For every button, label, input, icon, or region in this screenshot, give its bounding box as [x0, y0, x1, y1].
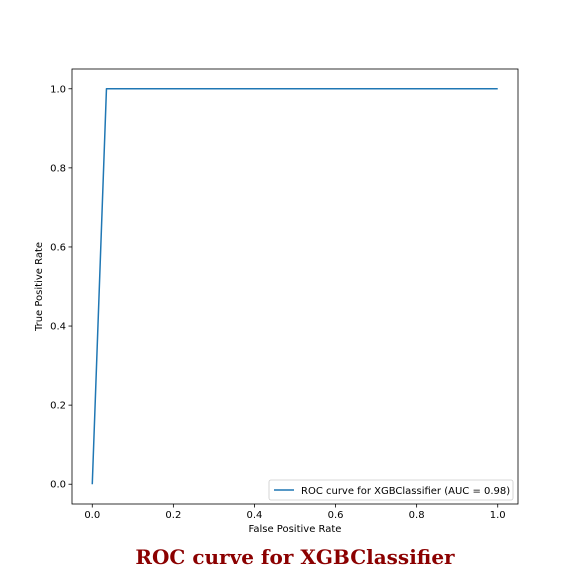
x-axis-label: False Positive Rate	[249, 524, 342, 535]
series-layer	[91, 88, 498, 485]
axis-ticks: 0.0 0.2 0.4 0.6 0.8 1.0 0.0 0.2 0.4 0.6 0.8 1.0	[50, 84, 506, 521]
x-tick-label: 0.2	[165, 510, 181, 521]
figure-caption: ROC curve for XGBClassifier	[135, 545, 455, 569]
legend: ROC curve for XGBClassifier (AUC = 0.98)	[268, 479, 514, 501]
plot-frame	[71, 68, 519, 505]
plot-area	[72, 69, 518, 504]
y-axis-label: True Positive Rate	[34, 242, 45, 332]
roc-curve-line	[91, 88, 498, 485]
x-tick-label: 0.4	[247, 510, 263, 521]
y-tick-label: 1.0	[50, 84, 66, 95]
legend-entry-label: ROC curve for XGBClassifier (AUC = 0.98)	[301, 486, 510, 497]
y-tick-label: 0.4	[50, 322, 66, 333]
x-tick-label: 0.8	[409, 510, 425, 521]
x-tick-label: 0.6	[328, 510, 344, 521]
y-tick-label: 0.2	[50, 401, 66, 412]
x-tick-label: 0.0	[84, 510, 100, 521]
x-tick-label: 1.0	[490, 510, 506, 521]
legend-box	[268, 479, 514, 501]
y-tick-label: 0.8	[50, 163, 66, 174]
y-tick-label: 0.0	[50, 480, 66, 491]
y-tick-label: 0.6	[50, 242, 66, 253]
